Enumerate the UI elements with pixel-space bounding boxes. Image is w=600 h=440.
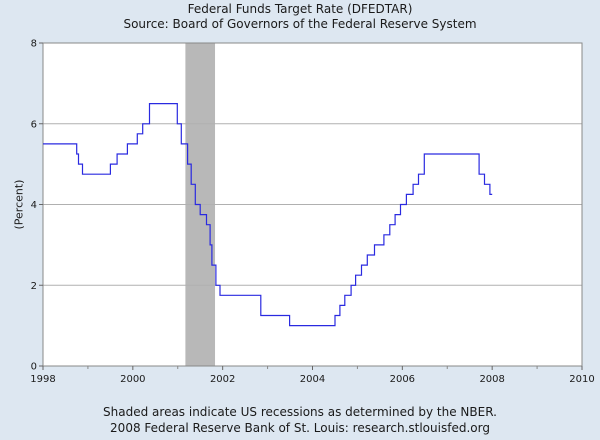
y-tick-label: 0 xyxy=(31,362,37,373)
x-tick-label: 1998 xyxy=(30,374,55,385)
x-tick-label: 2000 xyxy=(120,374,145,385)
x-tick-label: 2004 xyxy=(300,374,325,385)
plot-area: 0 2 4 6 8 1998 2000 2002 2004 2006 2008 2010 xyxy=(30,39,594,386)
series-line-federal-funds-rate xyxy=(43,103,493,327)
footer-credit: 2008 Federal Reserve Bank of St. Louis: … xyxy=(110,421,490,435)
chart-title: Federal Funds Target Rate (DFEDTAR) xyxy=(187,2,413,16)
y-tick-label: 2 xyxy=(31,281,37,292)
x-tick-label: 2010 xyxy=(569,374,594,385)
footer-note: Shaded areas indicate US recessions as d… xyxy=(103,405,497,419)
x-tick-label: 2006 xyxy=(390,374,415,385)
y-tick-label: 6 xyxy=(31,119,37,130)
y-tick-label: 8 xyxy=(31,39,37,50)
chart-subtitle: Source: Board of Governors of the Federa… xyxy=(123,17,477,31)
x-tick-label: 2008 xyxy=(479,374,504,385)
y-tick-label: 4 xyxy=(31,200,37,211)
x-tick-label: 2002 xyxy=(210,374,235,385)
